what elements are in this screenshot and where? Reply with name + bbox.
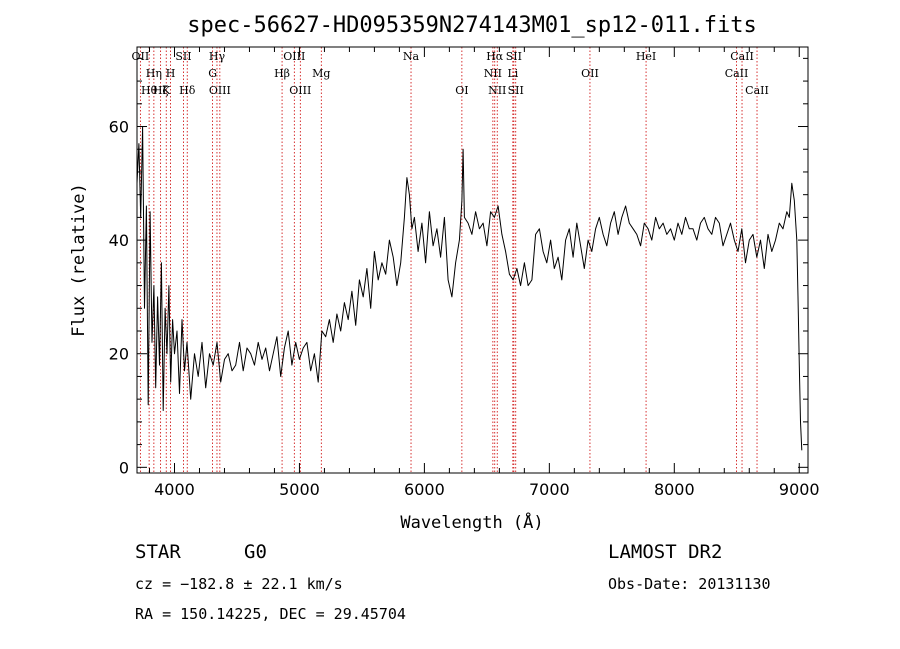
spectral-line-label: OI — [455, 84, 468, 97]
spectral-line-label: SII — [175, 50, 191, 63]
redshift-cz: cz = −182.8 ± 22.1 km/s — [135, 575, 343, 593]
spectral-line-label: Na — [403, 50, 420, 63]
object-subclass: G0 — [244, 541, 267, 563]
flux-series-line — [136, 126, 803, 451]
spectral-line-label: G — [208, 67, 217, 80]
y-tick-label: 60 — [109, 118, 129, 137]
spectral-line-label: Hζ — [153, 84, 169, 97]
spectral-line-label: Hθ — [141, 84, 158, 97]
coordinates: RA = 150.14225, DEC = 29.45704 — [135, 605, 406, 623]
x-tick-label: 9000 — [779, 480, 820, 499]
spectral-line-label: SII — [506, 50, 522, 63]
spectral-line-label: OIII — [289, 84, 311, 97]
chart-title: spec-56627-HD095359N274143M01_sp12-011.f… — [187, 13, 757, 38]
spectral-line-label: Hδ — [179, 84, 196, 97]
x-tick-label: 4000 — [154, 480, 195, 499]
spectral-line-label: CaII — [745, 84, 769, 97]
x-axis-label: Wavelength (Å) — [400, 511, 543, 533]
spectral-line-label: OII — [132, 50, 150, 63]
x-tick-label: 6000 — [404, 480, 445, 499]
y-tick-label: 40 — [109, 231, 129, 250]
y-axis-label: Flux (relative) — [69, 183, 89, 337]
spectral-line-label: HeI — [636, 50, 656, 63]
obs-date: Obs-Date: 20131130 — [608, 575, 771, 593]
spectral-line-label: OIII — [283, 50, 305, 63]
x-tick-label: 5000 — [279, 480, 320, 499]
y-tick-label: 0 — [119, 458, 129, 477]
spectral-line-label: OII — [581, 67, 599, 80]
spectral-line-label: CaII — [730, 50, 754, 63]
spectral-line-label: H — [166, 67, 176, 80]
survey-name: LAMOST DR2 — [608, 541, 722, 563]
spectral-line-label: K — [162, 84, 171, 97]
x-tick-label: 7000 — [529, 480, 570, 499]
plot-frame — [136, 46, 809, 474]
spectral-line-label: NII — [488, 84, 506, 97]
spectral-line-label: Li — [507, 67, 518, 80]
spectral-line-label: Hη — [146, 67, 162, 80]
plot-area: OIIHηHθHζHKSIIHδHγGOIIIHβOIIIOIIIMgNaOIH… — [109, 46, 820, 499]
spectral-line-label: Hα — [486, 50, 504, 63]
spectral-line-label: Hβ — [274, 67, 290, 80]
spectral-line-label: SII — [508, 84, 524, 97]
x-tick-label: 8000 — [654, 480, 695, 499]
spectral-line-label: Mg — [312, 67, 330, 80]
spectral-line-label: NII — [484, 67, 502, 80]
spectral-line-label: OIII — [209, 84, 231, 97]
object-class: STAR — [135, 541, 181, 563]
spectral-line-label: Hγ — [209, 50, 226, 63]
spectral-line-label: CaII — [725, 67, 749, 80]
y-tick-label: 20 — [109, 345, 129, 364]
